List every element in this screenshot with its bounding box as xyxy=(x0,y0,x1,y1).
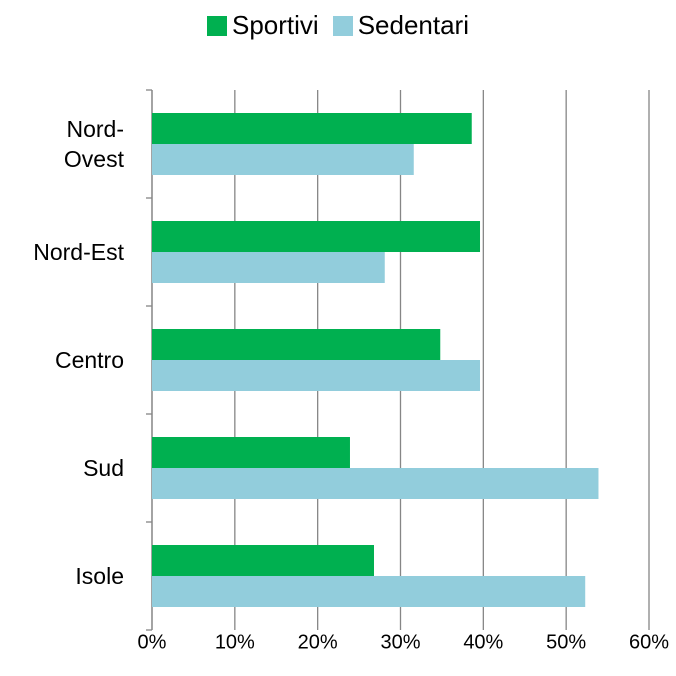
legend-swatch xyxy=(206,15,227,36)
x-tick-label: 50% xyxy=(546,631,586,653)
bar xyxy=(152,437,350,468)
y-tick-label: Isole xyxy=(75,563,124,589)
legend-label: Sportivi xyxy=(231,10,319,40)
legend-swatch xyxy=(332,15,353,36)
legend: Sportivi Sedentari xyxy=(0,10,676,41)
y-tick-label: Centro xyxy=(54,347,124,373)
bar xyxy=(152,468,599,499)
bar xyxy=(152,144,414,175)
bar xyxy=(152,252,385,283)
y-tick-label: Nord-Ovest xyxy=(63,116,124,172)
legend-item: Sportivi xyxy=(206,10,319,41)
bar xyxy=(152,113,472,144)
x-tick-label: 30% xyxy=(380,631,420,653)
x-tick-label: 10% xyxy=(215,631,255,653)
legend-item: Sedentari xyxy=(332,10,469,41)
bar xyxy=(152,221,481,252)
x-tick-label: 60% xyxy=(629,631,669,653)
bar xyxy=(152,360,481,391)
x-tick-label: 0% xyxy=(138,631,167,653)
x-tick-label: 20% xyxy=(298,631,338,653)
bar xyxy=(152,545,374,576)
x-tick-label: 40% xyxy=(463,631,503,653)
bar xyxy=(152,576,586,607)
y-tick-label: Sud xyxy=(83,455,124,481)
bar xyxy=(152,329,441,360)
legend-label: Sedentari xyxy=(357,10,469,40)
y-tick-label: Nord-Est xyxy=(33,239,124,265)
